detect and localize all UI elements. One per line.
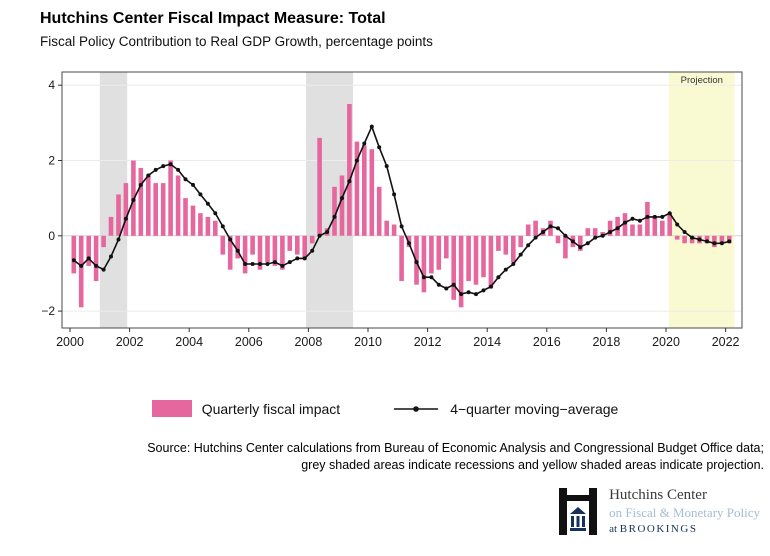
hutchins-brookings-logo: Hutchins Center on Fiscal & Monetary Pol… — [559, 487, 760, 537]
svg-text:2012: 2012 — [414, 335, 442, 349]
svg-text:2018: 2018 — [592, 335, 620, 349]
svg-text:−2: −2 — [41, 304, 55, 318]
svg-text:2000: 2000 — [56, 335, 84, 349]
bar-swatch — [151, 400, 192, 417]
logo-hutchins-center: Hutchins Center — [609, 487, 707, 503]
svg-text:2020: 2020 — [652, 335, 680, 349]
svg-text:2010: 2010 — [354, 335, 382, 349]
svg-text:2016: 2016 — [533, 335, 561, 349]
svg-text:2014: 2014 — [473, 335, 501, 349]
legend-item-line: 4−quarter moving−average — [392, 401, 618, 417]
svg-text:2004: 2004 — [175, 335, 203, 349]
source-line-2: grey shaded areas indicate recessions an… — [301, 457, 764, 472]
chart-title: Hutchins Center Fiscal Impact Measure: T… — [40, 10, 386, 27]
svg-text:Projection: Projection — [681, 75, 723, 86]
logo-at-brookings: at BROOKINGS — [609, 523, 698, 535]
logo-fiscal-monetary-policy: on Fiscal & Monetary Policy — [609, 505, 760, 520]
chart-subtitle: Fiscal Policy Contribution to Real GDP G… — [40, 34, 433, 49]
svg-text:2: 2 — [48, 154, 55, 168]
source-note: Source: Hutchins Center calculations fro… — [0, 440, 764, 473]
legend-item-bars: Quarterly fiscal impact — [151, 400, 341, 417]
svg-text:0: 0 — [48, 229, 55, 243]
fim-chart: −2 0 2 4 2000 2002 2004 2006 2008 2010 2012 2014 201… — [30, 58, 755, 358]
svg-text:4: 4 — [48, 78, 55, 92]
logo-text: Hutchins Center on Fiscal & Monetary Pol… — [609, 487, 760, 537]
fim-chart-svg: −2 0 2 4 2000 2002 2004 2006 2008 2010 2012 2014 201… — [41, 71, 743, 349]
hutchins-h-building-icon — [559, 488, 598, 535]
legend-bar-label: Quarterly fiscal impact — [201, 400, 341, 417]
svg-text:2008: 2008 — [294, 335, 322, 349]
source-line-1: Source: Hutchins Center calculations fro… — [147, 441, 764, 455]
legend-line-label: 4−quarter moving−average — [450, 400, 619, 417]
svg-text:2022: 2022 — [712, 335, 740, 349]
svg-text:2002: 2002 — [116, 335, 144, 349]
chart-legend: Quarterly fiscal impact 4−quarter moving… — [0, 400, 770, 417]
line-swatch-icon — [394, 405, 439, 412]
svg-text:2006: 2006 — [235, 335, 263, 349]
